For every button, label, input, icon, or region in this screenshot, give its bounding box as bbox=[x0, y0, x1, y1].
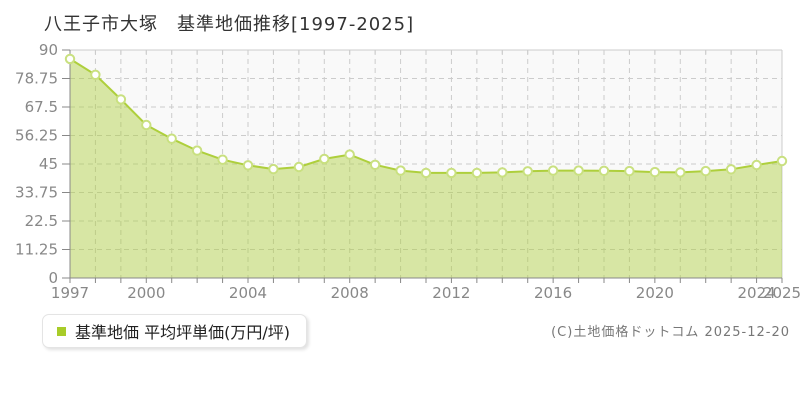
y-axis-label: 56.25 bbox=[15, 127, 58, 145]
data-point-marker bbox=[751, 159, 762, 171]
copyright-text: (C)土地価格ドットコム 2025-12-20 bbox=[551, 325, 790, 340]
y-axis-label: 22.5 bbox=[25, 212, 58, 230]
data-point-marker bbox=[522, 166, 533, 177]
legend-series-swatch bbox=[57, 326, 66, 336]
data-point-marker bbox=[624, 165, 635, 177]
x-axis-label: 2024 bbox=[738, 284, 776, 302]
y-axis-label: 33.75 bbox=[15, 184, 58, 202]
x-axis-label: 2008 bbox=[331, 284, 369, 302]
y-axis-label: 0 bbox=[48, 269, 58, 287]
data-point-marker bbox=[420, 167, 432, 179]
x-axis-label: 1997 bbox=[51, 284, 89, 302]
data-point-marker bbox=[649, 166, 661, 178]
x-axis-label: 2016 bbox=[534, 284, 572, 302]
data-point-marker bbox=[90, 69, 101, 81]
x-axis-label: 2025 bbox=[763, 284, 800, 302]
legend-series-label: 基準地価 平均坪単価(万円/坪) bbox=[75, 323, 290, 342]
data-point-marker bbox=[573, 165, 584, 176]
data-point-marker bbox=[395, 165, 406, 176]
data-point-marker bbox=[64, 53, 76, 65]
data-point-marker bbox=[319, 153, 330, 165]
y-axis-label: 11.25 bbox=[15, 241, 58, 259]
data-point-marker bbox=[598, 165, 610, 177]
legend: 基準地価 平均坪単価(万円/坪) bbox=[42, 314, 307, 348]
data-point-marker bbox=[191, 145, 203, 156]
y-axis-label: 67.5 bbox=[25, 98, 58, 116]
data-point-marker bbox=[446, 167, 457, 179]
y-axis-label: 90 bbox=[39, 41, 58, 59]
x-axis-label: 2000 bbox=[127, 284, 165, 302]
data-point-marker bbox=[141, 119, 152, 131]
data-point-marker bbox=[776, 155, 788, 167]
data-point-marker bbox=[293, 161, 305, 173]
y-axis-label: 78.75 bbox=[15, 70, 58, 88]
data-point-marker bbox=[700, 165, 711, 177]
y-axis-label: 45 bbox=[39, 155, 58, 173]
data-point-marker bbox=[675, 167, 686, 178]
data-point-marker bbox=[217, 154, 228, 165]
x-axis-label: 2004 bbox=[229, 284, 267, 302]
data-point-marker bbox=[115, 94, 127, 105]
data-point-marker bbox=[166, 133, 177, 144]
area-series bbox=[70, 58, 782, 279]
data-point-marker bbox=[344, 149, 355, 160]
data-point-marker bbox=[497, 167, 508, 178]
data-point-marker bbox=[547, 165, 559, 176]
data-point-marker bbox=[242, 160, 254, 171]
data-point-marker bbox=[369, 159, 381, 171]
data-point-marker bbox=[471, 167, 483, 179]
x-axis-label: 2012 bbox=[432, 284, 470, 302]
chart-title: 八王子市大塚 基準地価推移[1997-2025] bbox=[44, 14, 415, 35]
price-trend-chart: 0 11.25 22.5 33.75 45 56.25 67.5 78.75 90 1997 200… bbox=[15, 41, 800, 302]
data-point-marker bbox=[725, 164, 737, 175]
data-point-marker bbox=[268, 163, 279, 175]
x-axis-label: 2020 bbox=[636, 284, 674, 302]
